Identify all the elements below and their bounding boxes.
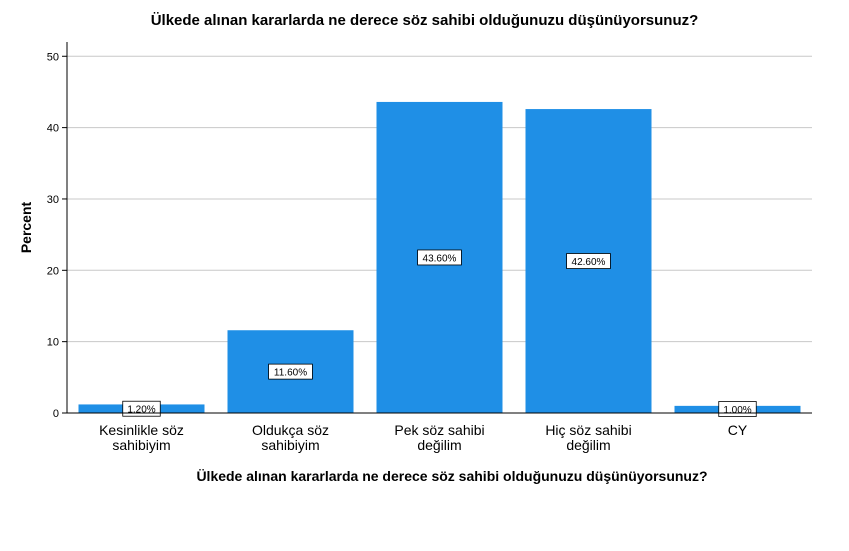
y-tick-label: 0 (53, 408, 59, 420)
x-tick-label: sahibiyim (112, 437, 170, 453)
x-tick-label: Oldukça söz (252, 422, 329, 438)
y-tick-label: 30 (47, 194, 59, 206)
y-tick-label: 10 (47, 337, 59, 349)
y-tick-label: 50 (47, 51, 59, 63)
data-label: 1.00% (723, 405, 751, 416)
data-label-box (566, 253, 611, 269)
chart-title: Ülkede alınan kararlarda ne derece söz s… (150, 12, 699, 29)
x-tick-label: Kesinlikle söz (99, 422, 184, 438)
y-axis-title: Percent (18, 201, 34, 253)
data-label: 42.60% (572, 257, 606, 268)
y-tick-label: 20 (47, 265, 59, 277)
data-label-box (122, 400, 161, 417)
x-tick-label: sahibiyim (261, 437, 319, 453)
data-label: 11.60% (274, 368, 307, 379)
y-tick-label: 40 (47, 123, 59, 135)
data-label-box (417, 249, 462, 266)
x-tick-label: Hiç söz sahibi (545, 422, 631, 438)
x-tick-label: Pek söz sahibi (394, 422, 484, 438)
x-tick-label: CY (728, 422, 748, 438)
data-label: 43.60% (423, 253, 457, 264)
x-axis-title: Ülkede alınan kararlarda ne derece söz s… (196, 468, 708, 484)
x-tick-label: değilim (417, 437, 461, 453)
data-label: 1.20% (127, 405, 155, 416)
data-label-box (268, 363, 313, 380)
x-tick-label: değilim (566, 437, 610, 453)
